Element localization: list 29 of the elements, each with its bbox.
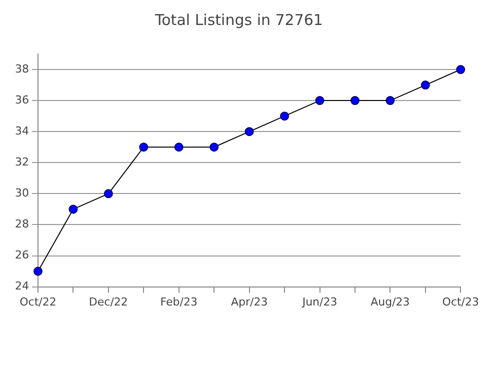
- y-tick-label: 24: [14, 280, 29, 293]
- x-tick-label: Apr/23: [230, 295, 268, 308]
- point: [139, 142, 148, 152]
- y-tick-label: 34: [14, 124, 29, 138]
- y-tick-label: 26: [14, 248, 29, 262]
- x-tick-label: Jun/23: [301, 295, 338, 308]
- y-tick-label: 30: [14, 186, 29, 200]
- point: [386, 96, 395, 106]
- x-tick-label: Feb/23: [160, 295, 198, 308]
- x-tick-label: Oct/22: [20, 295, 56, 308]
- y-tick-label: 32: [14, 156, 29, 168]
- y-tick-label: 38: [14, 62, 29, 76]
- point: [68, 204, 78, 214]
- x-tick-label: Oct/23: [442, 295, 480, 308]
- x-tick-label: Aug/23: [370, 295, 410, 308]
- y-tick-label: 36: [14, 93, 29, 106]
- point: [104, 189, 113, 198]
- point: [350, 96, 360, 106]
- point: [244, 127, 254, 136]
- point: [174, 142, 184, 152]
- chart-title: Total Listings in 72761: [154, 10, 323, 29]
- point: [315, 96, 324, 106]
- point: [33, 266, 42, 276]
- point: [456, 65, 466, 74]
- point: [210, 142, 219, 152]
- point: [280, 112, 290, 121]
- x-tick-label: Dec/22: [88, 295, 128, 308]
- point: [420, 80, 430, 90]
- y-tick-label: 28: [14, 218, 29, 231]
